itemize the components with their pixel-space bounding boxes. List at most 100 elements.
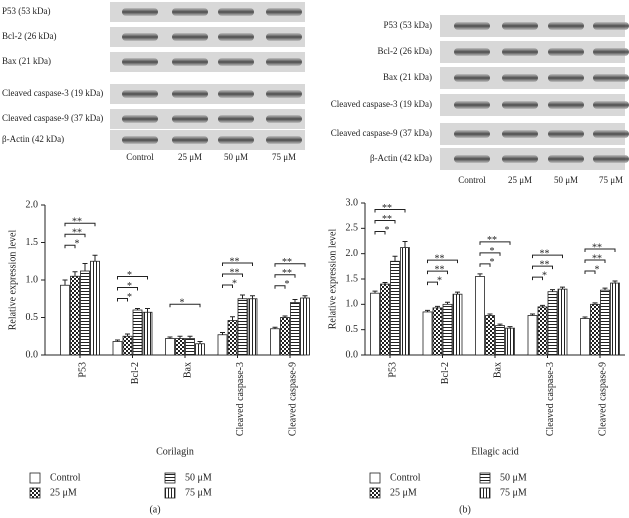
significance-label: *	[490, 246, 495, 257]
significance-bracket	[222, 284, 233, 288]
legend-label: Control	[50, 472, 81, 483]
bar	[112, 341, 123, 356]
blot-row-label: P53 (53 kDa)	[2, 6, 51, 16]
significance-label: *	[232, 278, 237, 289]
blot-lane-label: 50 μM	[224, 152, 248, 162]
bar	[122, 335, 133, 356]
error-bar	[507, 326, 513, 329]
blot-band	[454, 22, 490, 30]
bar	[580, 318, 590, 356]
bar	[237, 298, 248, 356]
significance-bracket	[584, 270, 596, 275]
blot-band	[218, 136, 254, 144]
bar	[300, 297, 310, 356]
legend-label: 25 μM	[50, 487, 77, 498]
legend-swatch	[29, 487, 41, 499]
significance-label: **	[540, 259, 550, 270]
x-tick-label: Cleaved caspase-9	[597, 362, 608, 436]
significance-bracket	[374, 220, 396, 224]
blot-band	[548, 155, 584, 163]
significance-label: **	[230, 256, 240, 267]
blot-band	[266, 33, 302, 41]
y-tick-label: 0.0	[26, 349, 39, 360]
legend-label: Control	[390, 472, 421, 483]
error-bar	[435, 305, 440, 308]
blot-band	[172, 136, 208, 144]
significance-bracket	[64, 244, 76, 249]
error-bar	[402, 241, 408, 248]
y-tick-label: 1.5	[26, 237, 39, 248]
significance-bracket	[532, 254, 563, 259]
significance-label: *	[490, 257, 495, 268]
bar	[610, 282, 620, 356]
blot-band	[454, 155, 490, 163]
significance-bracket	[532, 265, 553, 270]
error-bar	[302, 295, 308, 298]
significance-label: **	[382, 203, 392, 214]
significance-bracket	[479, 241, 511, 245]
error-bar	[582, 316, 588, 319]
error-bar	[540, 304, 545, 307]
x-tick-label: P53	[387, 362, 398, 378]
significance-bracket	[64, 233, 86, 238]
panel-label: (a)	[149, 504, 160, 515]
legend-label: 75 μM	[500, 487, 527, 498]
blot-row-label: β-Actin (42 kDa)	[370, 153, 432, 163]
blot-lane-label: 75 μM	[599, 175, 623, 185]
blot-row-label: Bcl-2 (26 kDa)	[2, 31, 56, 41]
significance-bracket	[222, 273, 243, 277]
blot-row-label: P53 (53 kDa)	[384, 20, 433, 30]
y-tick-label: 0.5	[26, 312, 39, 323]
blot-row-label: Cleaved caspase-9 (37 kDa)	[2, 113, 103, 123]
blot-band	[122, 115, 158, 123]
blot-band	[593, 48, 629, 56]
x-tick-label: Bcl-2	[440, 362, 451, 384]
significance-bracket	[169, 303, 201, 308]
significance-label: **	[435, 264, 445, 275]
bar	[142, 311, 153, 356]
bar	[227, 320, 238, 356]
y-tick-label: 0.0	[346, 349, 359, 360]
significance-bracket	[64, 222, 96, 227]
blot-band	[122, 33, 158, 41]
bar	[590, 303, 600, 356]
blot-band	[172, 33, 208, 41]
error-bar	[487, 313, 493, 316]
significance-bracket	[222, 262, 253, 266]
y-axis-label: Relative expression level	[327, 229, 338, 330]
blot-band	[122, 90, 158, 98]
legend-swatch	[479, 487, 491, 499]
significance-bracket	[117, 298, 128, 302]
blot-band	[548, 74, 584, 82]
blot-row-label: β-Actin (42 kDa)	[2, 134, 64, 144]
bar	[390, 260, 400, 356]
blot-band	[172, 90, 208, 98]
significance-label: **	[282, 268, 292, 279]
bar	[505, 327, 515, 356]
error-bar	[72, 271, 78, 277]
bar	[270, 328, 280, 356]
blot-row-label: Cleaved caspase-3 (19 kDa)	[2, 88, 103, 98]
bar	[80, 270, 90, 356]
significance-bracket	[274, 285, 286, 289]
bar	[547, 291, 558, 356]
significance-label: **	[72, 228, 82, 239]
y-tick-label: 2.0	[346, 248, 359, 259]
blot-band	[266, 90, 302, 98]
significance-label: **	[382, 214, 392, 225]
error-bar	[197, 341, 203, 344]
blot-band	[454, 101, 490, 109]
error-bar	[455, 291, 460, 295]
blot-band	[502, 48, 538, 56]
bar	[280, 317, 290, 356]
bar	[400, 247, 410, 356]
bar	[600, 289, 610, 356]
significance-label: **	[282, 257, 292, 268]
blot-band	[548, 130, 584, 138]
blot-lane-label: 50 μM	[554, 175, 578, 185]
error-bar	[602, 287, 608, 291]
significance-bracket	[584, 259, 606, 264]
blot-band	[122, 58, 158, 66]
error-bar	[177, 335, 183, 339]
